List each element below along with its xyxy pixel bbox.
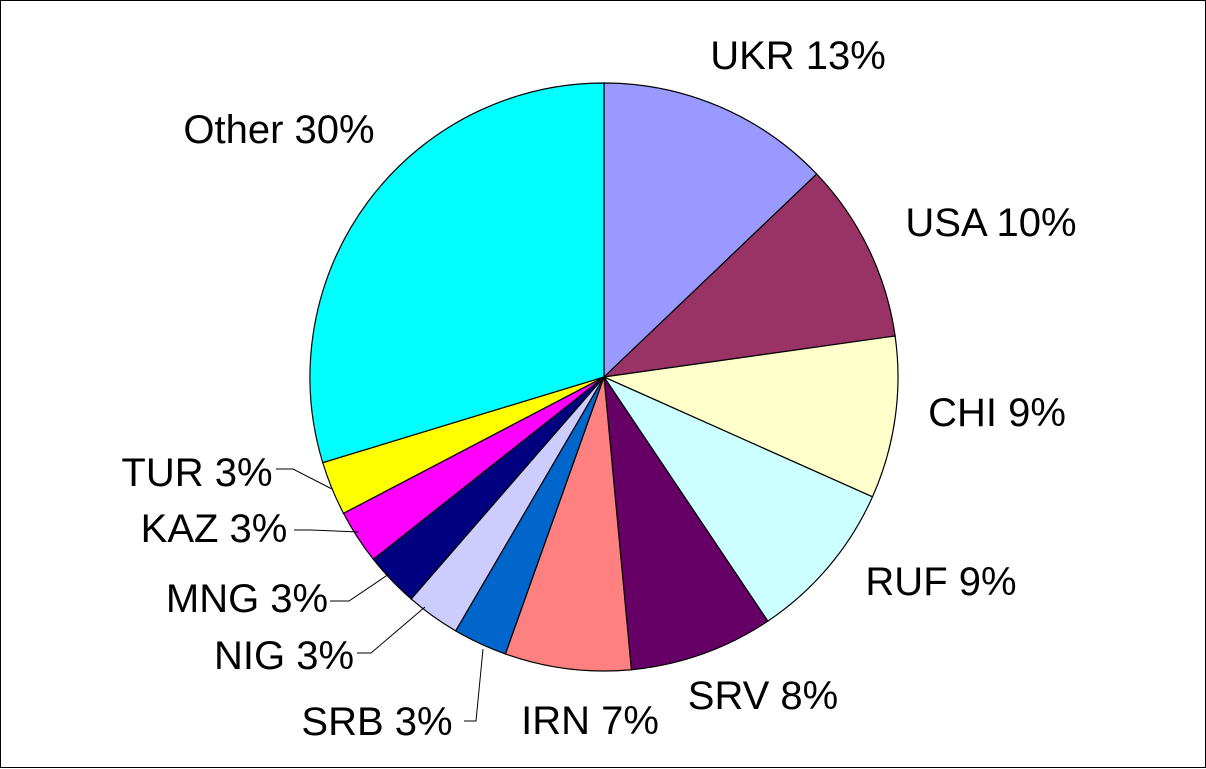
pie-slice-other [309, 82, 605, 464]
slice-label-chi: CHI 9% [928, 391, 1066, 435]
slice-label-ruf: RUF 9% [865, 560, 1016, 604]
leader-line-mng [330, 573, 390, 602]
pie-slice-chi [601, 335, 899, 498]
leader-line-tur [276, 468, 333, 490]
slice-label-ukr: UKR 13% [710, 34, 886, 78]
slice-label-usa: USA 10% [905, 201, 1076, 245]
pie-slice-srv [603, 376, 769, 671]
slice-label-nig: NIG 3% [214, 634, 354, 678]
slice-label-other: Other 30% [183, 108, 374, 152]
slice-labels: UKR 13% USA 10% CHI 9% RUF 9% SRV 8% IRN 7% SR… [121, 34, 1076, 744]
leader-line-srb [464, 648, 484, 722]
leader-line-kaz [294, 529, 360, 533]
leader-lines [276, 468, 484, 722]
pie-slice-irn [504, 376, 633, 672]
slice-label-mng: MNG 3% [166, 577, 328, 621]
pie-slices [309, 82, 899, 672]
slice-label-kaz: KAZ 3% [141, 507, 288, 551]
pie-slice-ukr [603, 82, 818, 379]
slice-label-srb: SRB 3% [301, 700, 452, 744]
slice-label-irn: IRN 7% [521, 699, 659, 743]
slice-label-srv: SRV 8% [688, 674, 838, 718]
leader-line-nig [357, 606, 426, 654]
slice-label-tur: TUR 3% [121, 451, 272, 495]
pie-slice-usa [602, 173, 896, 378]
pie-slice-ruf [602, 375, 874, 622]
